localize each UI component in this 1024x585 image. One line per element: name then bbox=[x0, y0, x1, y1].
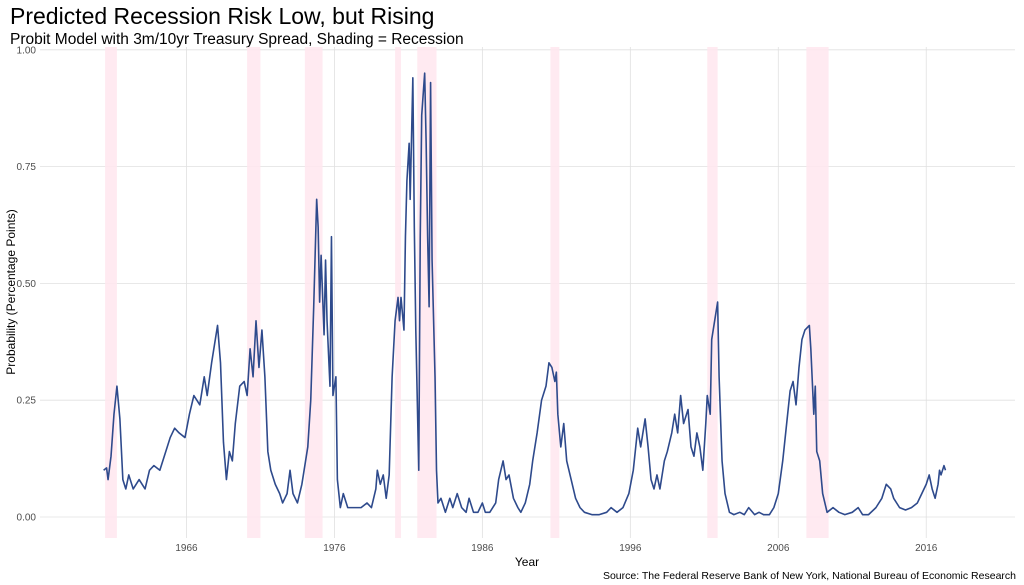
recession-shading bbox=[105, 47, 829, 538]
recession-band bbox=[247, 47, 261, 538]
chart-subtitle: Probit Model with 3m/10yr Treasury Sprea… bbox=[10, 31, 464, 48]
y-tick-label: 0.25 bbox=[17, 396, 37, 407]
grid bbox=[40, 47, 1015, 538]
axes: 0.00 0.25 0.50 0.75 1.00 1966 1976 1986 1996 2006… bbox=[17, 45, 938, 554]
x-axis-label: Year bbox=[515, 555, 539, 569]
x-tick-label: 1976 bbox=[323, 543, 346, 554]
caption: Source: The Federal Reserve Bank of New … bbox=[603, 570, 1016, 582]
recession-band bbox=[550, 47, 560, 538]
x-tick-label: 2016 bbox=[915, 543, 938, 554]
recession-band bbox=[806, 47, 829, 538]
recession-band bbox=[707, 47, 718, 538]
x-tick-label: 1996 bbox=[619, 543, 642, 554]
line-series bbox=[103, 72, 947, 516]
x-tick-label: 1986 bbox=[471, 543, 494, 554]
y-tick-label: 1.00 bbox=[17, 45, 37, 56]
x-tick-label: 1966 bbox=[175, 543, 198, 554]
y-axis-label: Probability (Percentage Points) bbox=[4, 209, 18, 374]
recession-band bbox=[105, 47, 117, 538]
plot bbox=[103, 72, 947, 516]
x-tick-label: 2006 bbox=[767, 543, 790, 554]
y-tick-label: 0.00 bbox=[17, 512, 37, 523]
y-tick-label: 0.50 bbox=[17, 279, 37, 290]
y-tick-label: 0.75 bbox=[17, 162, 37, 173]
recession-band bbox=[395, 47, 402, 538]
chart-title: Predicted Recession Risk Low, but Rising bbox=[10, 3, 434, 29]
